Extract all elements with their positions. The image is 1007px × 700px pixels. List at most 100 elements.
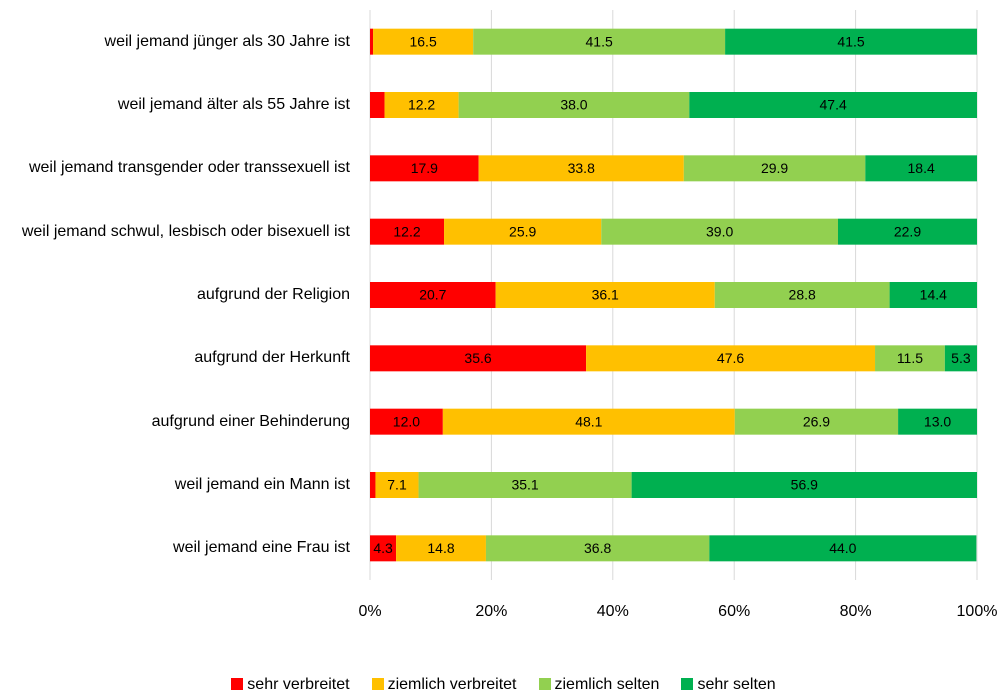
legend-text: ziemlich verbreitet xyxy=(387,676,517,693)
data-label: 44.0 xyxy=(829,540,856,556)
x-tick-label: 20% xyxy=(475,603,507,620)
data-label: 22.9 xyxy=(894,223,921,239)
data-label: 20.7 xyxy=(419,287,446,303)
legend: sehr verbreitet ziemlich verbreitet ziemli… xyxy=(0,676,1007,694)
bar-segment xyxy=(683,155,866,182)
legend-text: sehr selten xyxy=(697,676,776,693)
category-label: weil jemand schwul, lesbisch oder bisexu… xyxy=(22,220,350,244)
data-label: 12.2 xyxy=(408,97,435,113)
data-label: 48.1 xyxy=(575,413,602,429)
legend-item: sehr verbreitet xyxy=(231,676,350,694)
bar-segment xyxy=(370,282,496,308)
legend-item: sehr selten xyxy=(681,676,776,694)
bar-segment xyxy=(370,345,587,372)
category-label: aufgrund der Religion xyxy=(197,283,350,307)
data-label: 25.9 xyxy=(509,223,536,239)
category-text: aufgrund der Herkunft xyxy=(194,349,350,367)
category-label: weil jemand jünger als 30 Jahre ist xyxy=(105,30,350,54)
legend-swatch xyxy=(231,678,244,690)
bar-segment xyxy=(370,535,397,562)
bar-segment xyxy=(370,92,385,118)
data-label: 41.5 xyxy=(837,33,864,49)
bar-segment xyxy=(396,535,486,562)
data-label: 5.3 xyxy=(951,350,971,366)
x-tick-label: 100% xyxy=(957,603,998,620)
data-label: 12.2 xyxy=(393,223,420,239)
data-label: 13.0 xyxy=(924,413,951,429)
bar-segment xyxy=(444,218,602,245)
x-tick-label: 40% xyxy=(597,603,629,620)
data-label: 36.8 xyxy=(584,540,611,556)
data-label: 18.4 xyxy=(908,160,935,176)
data-label: 56.9 xyxy=(791,477,818,493)
data-label: 33.8 xyxy=(568,160,595,176)
legend-text: sehr verbreitet xyxy=(247,676,350,693)
bar-segment xyxy=(485,535,710,562)
data-label: 4.3 xyxy=(373,540,393,556)
bar-segment xyxy=(586,345,876,372)
data-label: 35.1 xyxy=(511,477,538,493)
bar-segment xyxy=(458,92,690,118)
category-text: aufgrund einer Behinderung xyxy=(151,412,350,430)
data-label: 39.0 xyxy=(706,223,733,239)
bar-segment xyxy=(725,28,977,55)
bar-segment xyxy=(889,282,977,308)
legend-swatch xyxy=(681,678,694,690)
bar-segment xyxy=(473,28,726,55)
x-tick-label: 0% xyxy=(358,603,381,620)
bar-segment xyxy=(631,472,977,498)
bar-segment xyxy=(418,472,632,498)
category-label: weil jemand älter als 55 Jahre ist xyxy=(118,93,350,117)
legend-text: ziemlich selten xyxy=(554,676,660,693)
bar-segment xyxy=(373,28,474,55)
bar-segment xyxy=(442,408,735,435)
data-label: 35.6 xyxy=(464,350,491,366)
data-label: 7.1 xyxy=(387,477,407,493)
bar-segment xyxy=(495,282,715,308)
category-label: weil jemand ein Mann ist xyxy=(175,473,350,497)
bar-segment xyxy=(709,535,977,562)
bar-segment xyxy=(714,282,890,308)
data-label: 26.9 xyxy=(803,413,830,429)
data-label: 38.0 xyxy=(560,97,587,113)
data-label: 47.6 xyxy=(717,350,744,366)
bar-segment xyxy=(370,155,479,182)
bar-segment xyxy=(944,345,977,372)
x-tick-label: 80% xyxy=(840,603,872,620)
legend-item: ziemlich verbreitet xyxy=(371,676,517,694)
data-label: 12.0 xyxy=(393,413,420,429)
data-label: 17.9 xyxy=(411,160,438,176)
category-text: weil jemand jünger als 30 Jahre ist xyxy=(104,32,350,50)
data-label: 47.4 xyxy=(820,97,847,113)
bar-segment xyxy=(865,155,977,182)
x-tick-label: 60% xyxy=(718,603,750,620)
bar-segment xyxy=(898,408,977,435)
data-label: 14.4 xyxy=(920,287,947,303)
legend-item: ziemlich selten xyxy=(538,676,660,694)
legend-swatch xyxy=(371,678,384,690)
category-text: aufgrund der Religion xyxy=(197,286,350,303)
bar-segment xyxy=(370,218,445,245)
data-label: 36.1 xyxy=(592,287,619,303)
bar-segment xyxy=(370,28,374,55)
category-text: weil jemand älter als 55 Jahre ist xyxy=(117,96,350,113)
category-text: weil jemand eine Frau ist xyxy=(173,539,350,557)
category-label: aufgrund der Herkunft xyxy=(194,346,350,370)
bar-segment xyxy=(734,408,899,435)
bar-segment xyxy=(837,218,977,245)
bar-segment xyxy=(384,92,459,118)
data-label: 16.5 xyxy=(409,33,436,49)
bar-segment xyxy=(478,155,684,182)
bar-segment xyxy=(375,472,419,498)
legend-swatch xyxy=(538,678,551,690)
bar-segment xyxy=(370,408,443,435)
bar-segment xyxy=(875,345,945,372)
data-label: 29.9 xyxy=(761,160,788,176)
category-label: weil jemand transgender oder transsexuel… xyxy=(29,156,350,180)
bar-segment xyxy=(370,472,376,498)
category-label: aufgrund einer Behinderung xyxy=(152,410,350,434)
category-text: weil jemand schwul, lesbisch oder bisexu… xyxy=(21,222,350,240)
data-label: 11.5 xyxy=(897,350,923,366)
